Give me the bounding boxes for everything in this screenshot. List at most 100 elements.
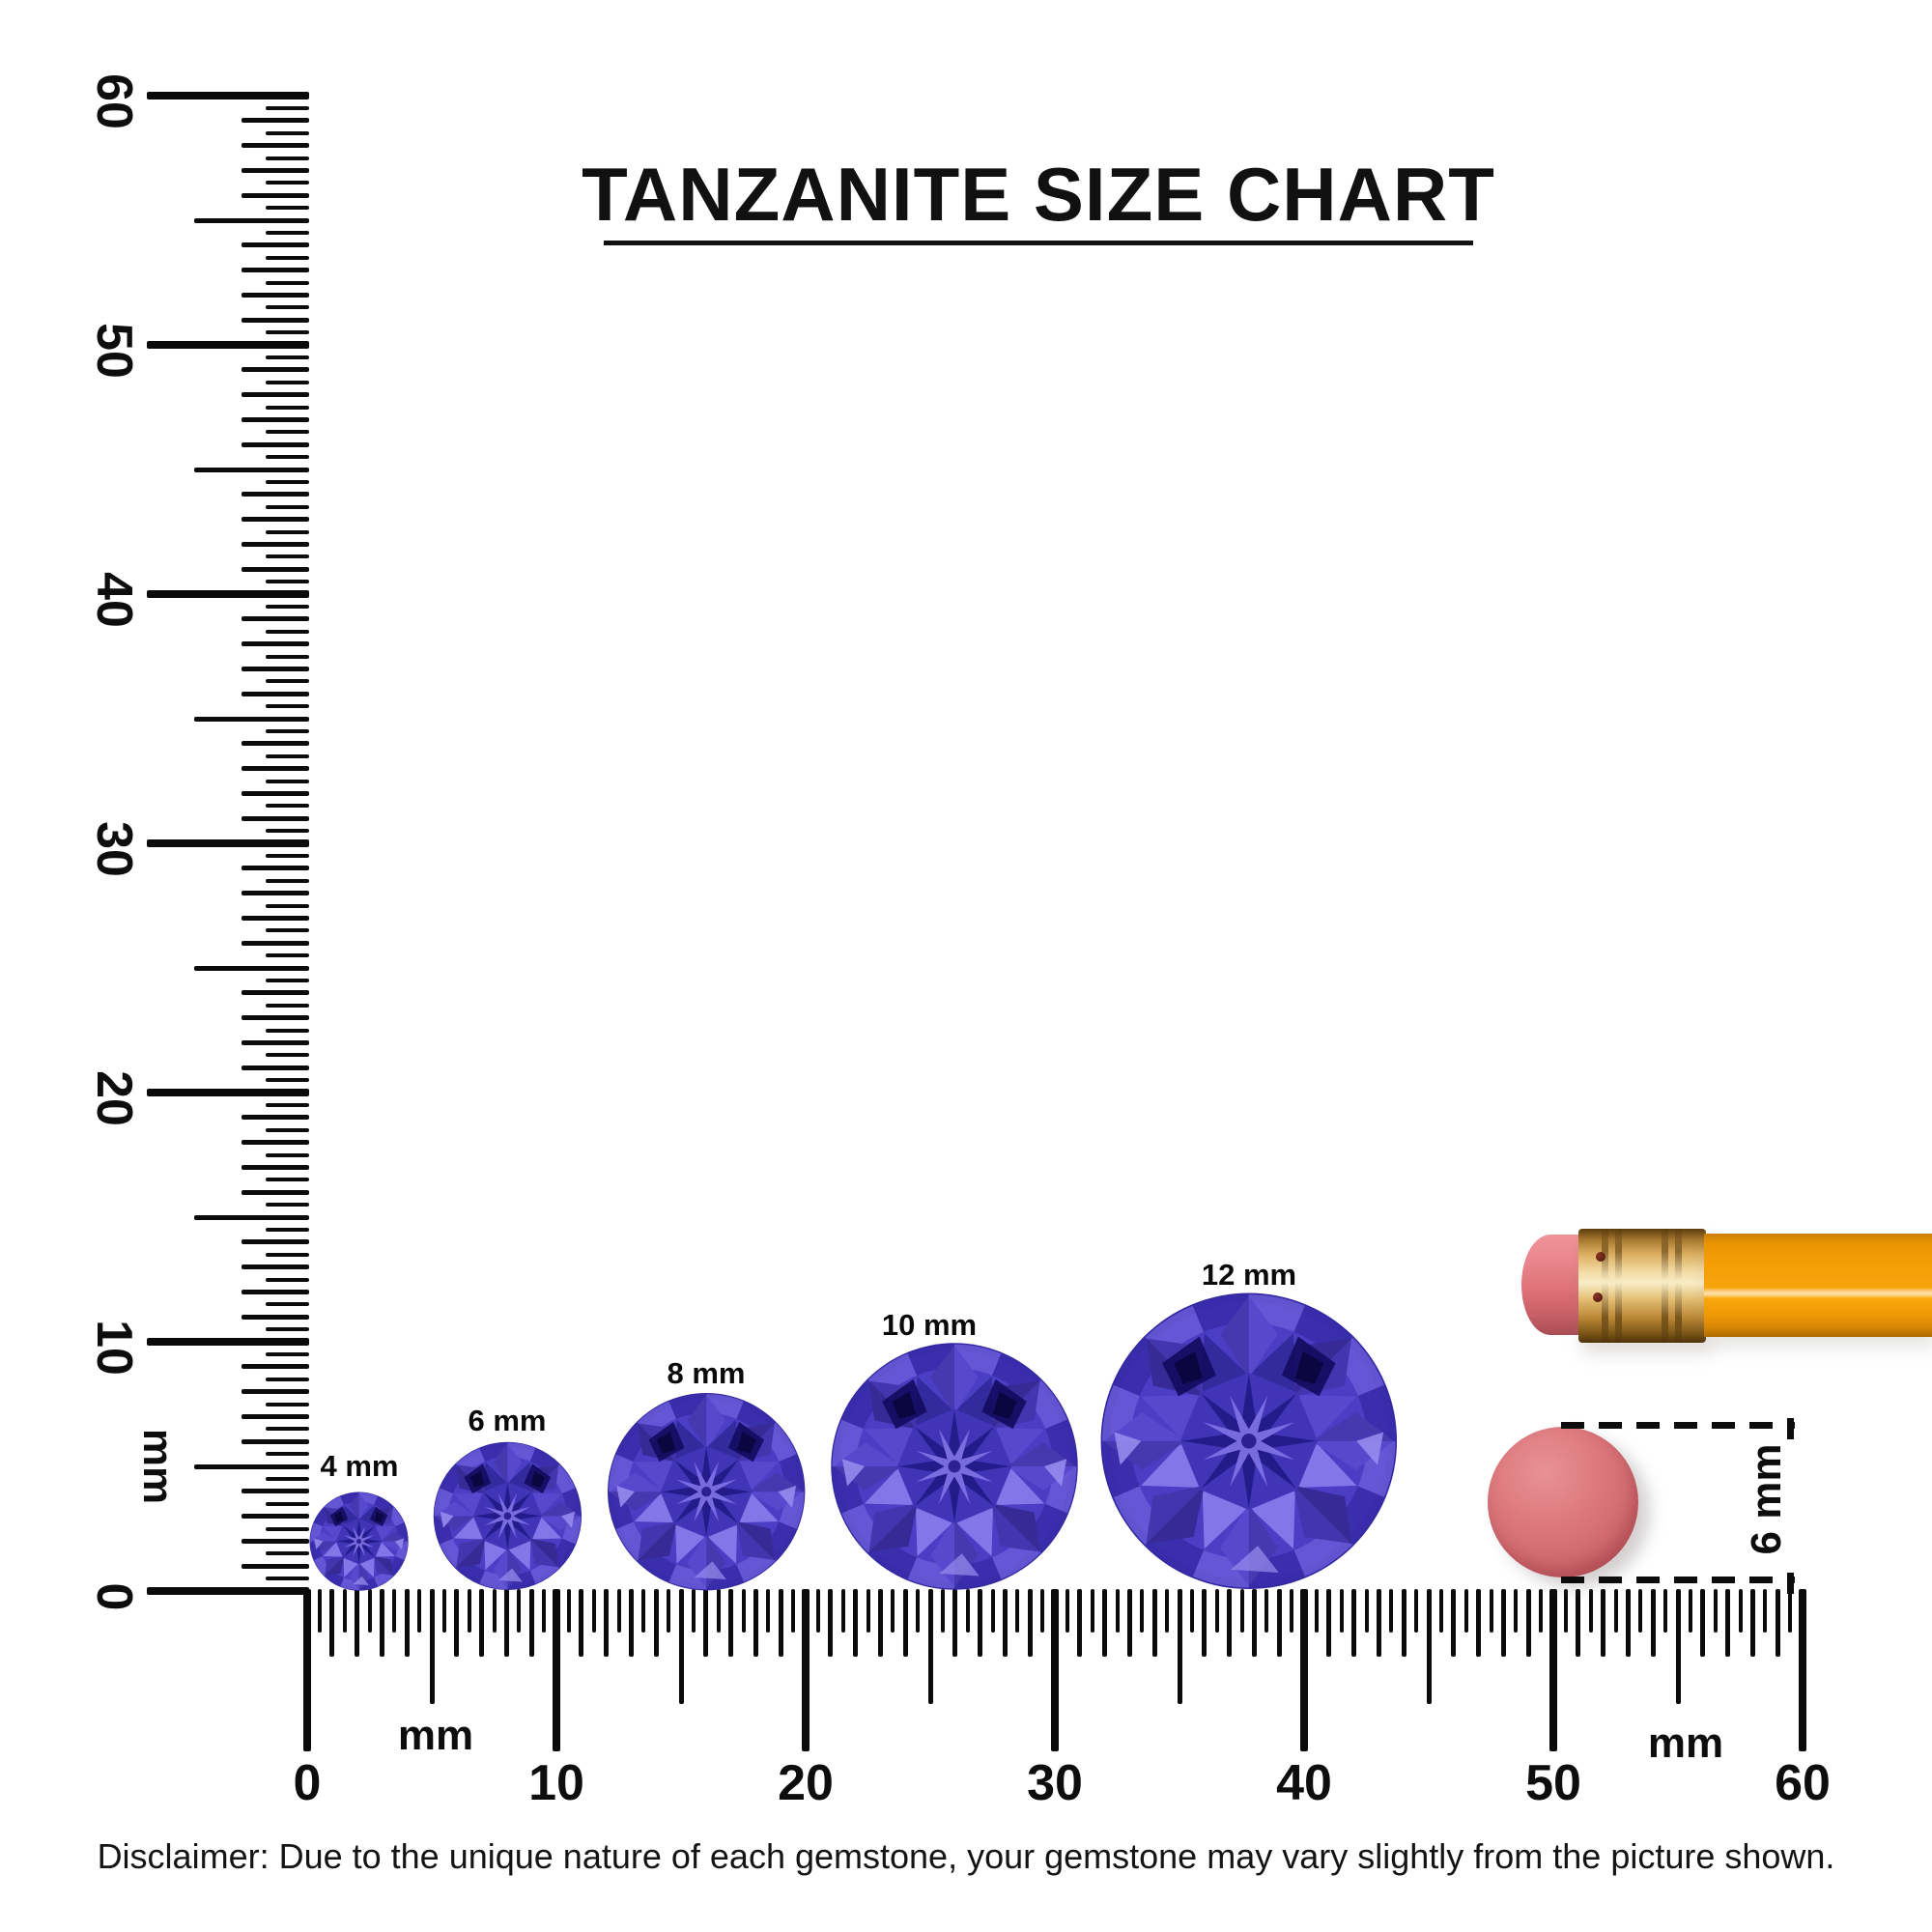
h-ruler-tick: [1165, 1589, 1170, 1633]
h-ruler-tick: [791, 1589, 796, 1633]
gem-4mm: [309, 1492, 410, 1591]
h-ruler-tick: [1177, 1589, 1182, 1704]
v-ruler-tick: [242, 866, 309, 871]
h-ruler-tick: [1700, 1589, 1706, 1657]
h-ruler-tick: [667, 1589, 671, 1633]
v-ruler-tick: [242, 641, 309, 647]
v-ruler-tick: [266, 1053, 309, 1058]
v-ruler-tick: [242, 1239, 309, 1245]
v-ruler-tick: [266, 430, 309, 435]
v-ruler-tick: [266, 305, 309, 310]
h-ruler-tick: [566, 1589, 571, 1633]
v-ruler-tick: [266, 156, 309, 160]
v-ruler-tick: [147, 341, 309, 349]
h-ruler-tick: [802, 1589, 810, 1751]
h-ruler-label-20: 20: [778, 1755, 834, 1811]
v-ruler-tick: [266, 380, 309, 384]
v-ruler-tick: [266, 1476, 309, 1481]
v-ruler-tick: [147, 1587, 309, 1595]
v-ruler-tick: [242, 1389, 309, 1395]
h-ruler-tick: [1276, 1589, 1282, 1657]
v-ruler-tick: [242, 1015, 309, 1021]
v-ruler-tick: [242, 741, 309, 747]
ferrule-groove: [1615, 1229, 1622, 1343]
h-ruler-tick: [1438, 1589, 1443, 1633]
h-ruler-tick: [1090, 1589, 1094, 1633]
v-ruler-tick: [242, 167, 309, 173]
v-ruler-tick: [147, 839, 309, 847]
v-ruler-tick: [266, 355, 309, 359]
v-ruler-tick: [242, 1563, 309, 1569]
h-ruler-tick: [1351, 1589, 1357, 1657]
v-ruler-tick: [266, 1302, 309, 1307]
h-ruler-tick: [940, 1589, 945, 1633]
v-ruler-tick: [266, 1078, 309, 1083]
h-ruler-tick: [1775, 1589, 1780, 1657]
h-ruler-tick: [1239, 1589, 1244, 1633]
v-ruler-tick: [242, 492, 309, 497]
h-ruler-tick: [1126, 1589, 1132, 1657]
h-ruler-label-40: 40: [1276, 1755, 1332, 1811]
h-ruler-tick: [916, 1589, 921, 1633]
v-ruler-tick: [266, 206, 309, 211]
v-ruler-tick: [266, 704, 309, 709]
h-ruler-tick: [392, 1589, 397, 1633]
v-ruler-tick: [242, 1115, 309, 1121]
v-ruler-tick: [242, 517, 309, 523]
dimension-line-bottom: [1561, 1577, 1795, 1583]
h-ruler-tick: [528, 1589, 534, 1657]
v-ruler-tick: [266, 1427, 309, 1432]
v-ruler-tick: [266, 1377, 309, 1381]
h-ruler-tick: [1389, 1589, 1394, 1633]
v-ruler-tick: [242, 790, 309, 796]
v-ruler-label-20: 20: [86, 1070, 142, 1126]
v-ruler-tick: [242, 1189, 309, 1195]
v-ruler-tick: [266, 1203, 309, 1208]
title-underline: [604, 241, 1473, 245]
h-ruler-tick: [355, 1589, 360, 1657]
gem-10mm: [831, 1343, 1078, 1590]
v-ruler-tick: [266, 1152, 309, 1157]
dimension-endcap-top: [1787, 1418, 1794, 1439]
v-ruler-tick: [242, 242, 309, 248]
h-ruler-tick: [303, 1589, 311, 1751]
v-ruler-tick: [266, 1028, 309, 1033]
h-ruler-tick: [965, 1589, 970, 1633]
v-ruler-tick: [242, 691, 309, 696]
h-ruler-tick: [429, 1589, 435, 1704]
gem-8mm: [607, 1392, 806, 1590]
v-ruler-tick: [266, 953, 309, 958]
v-ruler-tick: [242, 940, 309, 946]
h-ruler-tick: [579, 1589, 584, 1657]
v-ruler-tick: [266, 1551, 309, 1556]
v-ruler-tick: [266, 580, 309, 584]
v-ruler-label-10: 10: [86, 1320, 142, 1376]
pencil-body: [1704, 1234, 1932, 1337]
v-ruler-tick: [266, 130, 309, 135]
v-ruler-tick: [194, 217, 309, 223]
h-ruler-tick: [1476, 1589, 1482, 1657]
h-ruler-tick: [1749, 1589, 1755, 1657]
ferrule-groove: [1602, 1229, 1608, 1343]
v-ruler-tick: [242, 666, 309, 671]
v-ruler-tick: [266, 1178, 309, 1182]
h-ruler-tick: [952, 1589, 958, 1657]
h-ruler-tick: [840, 1589, 845, 1633]
h-ruler-tick: [1549, 1589, 1557, 1751]
v-ruler-tick: [266, 1003, 309, 1008]
v-ruler-tick: [266, 280, 309, 285]
v-ruler-tick: [266, 181, 309, 185]
h-ruler-tick: [1051, 1589, 1059, 1751]
h-ruler-tick: [1401, 1589, 1406, 1657]
h-ruler-tick: [927, 1589, 933, 1704]
v-ruler-tick: [242, 416, 309, 422]
gem-6mm: [433, 1441, 582, 1591]
v-ruler-tick: [242, 541, 309, 547]
v-ruler-tick: [266, 405, 309, 410]
v-ruler-tick: [266, 604, 309, 609]
v-ruler-tick: [242, 143, 309, 149]
h-ruler-tick: [778, 1589, 783, 1657]
v-ruler-tick: [194, 716, 309, 722]
h-ruler-tick: [1027, 1589, 1033, 1657]
